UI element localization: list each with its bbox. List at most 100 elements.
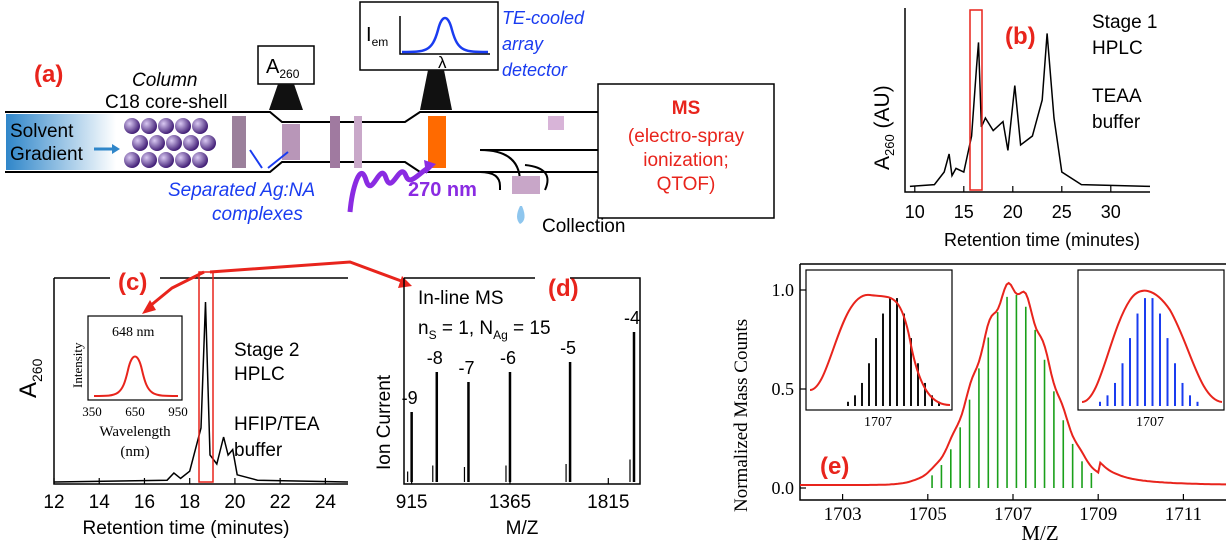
panel-e-left-inset-curve bbox=[809, 293, 951, 406]
arrow-to-inset-head bbox=[142, 300, 156, 314]
panel-c-xtick-label: 16 bbox=[134, 492, 155, 513]
panel-a-label: (a) bbox=[34, 61, 63, 88]
panel-e-envelope bbox=[800, 281, 1226, 486]
panel-b-label: (b) bbox=[1005, 23, 1036, 50]
panel-d-peaks: -9 -8 -7 -6 -5 -4 bbox=[402, 308, 640, 482]
emission-probe bbox=[420, 70, 452, 110]
panel-b: 10 15 20 25 30 (b) Stage 1 HPLC TEAA buffer … bbox=[871, 8, 1158, 250]
panel-d-charge-label: -5 bbox=[560, 338, 576, 358]
band-4 bbox=[354, 116, 362, 168]
panel-e-right-inset-tick: 1707 bbox=[1136, 415, 1164, 430]
column-bead bbox=[183, 135, 199, 151]
panel-e-xtick-label: 1711 bbox=[1165, 504, 1202, 525]
collection-label: Collection bbox=[542, 216, 625, 237]
panel-d-charge-label: -6 bbox=[500, 348, 516, 368]
panel-e-right-inset-curve bbox=[1081, 289, 1223, 403]
band-1 bbox=[232, 116, 246, 168]
column-bead bbox=[124, 152, 140, 168]
tube-bottom-wall bbox=[5, 161, 480, 173]
panel-c-xtick-label: 12 bbox=[43, 492, 64, 513]
panel-b-ylabel: A260 (AU) bbox=[871, 85, 897, 170]
panel-e-ylabel: Normalized Mass Counts bbox=[731, 319, 752, 512]
panel-d-xtick-label: 915 bbox=[396, 492, 428, 513]
ms-title: MS bbox=[672, 98, 701, 119]
panel-b-xtick-label: 20 bbox=[1003, 202, 1023, 222]
panel-d: 915 1365 1815 -9-8 -7 -6 -5-4 (d) In-line MS … bbox=[374, 275, 641, 539]
panel-e-xtick-label: 1709 bbox=[1079, 504, 1117, 525]
laser-beam bbox=[347, 165, 430, 213]
band-3 bbox=[330, 116, 340, 168]
panel-c-inset-peak: 648 nm bbox=[112, 325, 155, 340]
panel-c-xtick-label: 14 bbox=[89, 492, 111, 513]
panel-c-inset-curve bbox=[93, 355, 179, 397]
panel-c-inset-box bbox=[87, 315, 183, 401]
panel-e: 1703 1705 1707 1709 1711 0.0 0.5 1.0 (e) Normal… bbox=[731, 263, 1226, 545]
panel-d-xlabel: M/Z bbox=[506, 518, 539, 539]
panel-b-note-1: Stage 1 bbox=[1092, 12, 1158, 33]
collection-tube-edge bbox=[524, 164, 549, 191]
panel-d-frame bbox=[403, 277, 641, 485]
panel-c-inset-xlabel-1: Wavelength bbox=[99, 424, 171, 440]
panel-c-chromatogram bbox=[53, 301, 349, 483]
panel-c-ylabel: A260 bbox=[15, 358, 45, 398]
panel-d-xticks: 915 1365 1815 bbox=[396, 478, 629, 513]
lambda-label: λ bbox=[438, 53, 447, 72]
panel-c-note-1: Stage 2 bbox=[234, 340, 300, 361]
solvent-gradient-fill bbox=[6, 114, 116, 170]
panel-e-label: (e) bbox=[820, 453, 849, 480]
detector-label-2: array bbox=[502, 34, 544, 54]
solvent-arrowhead bbox=[112, 144, 120, 154]
panel-e-ytick-label: 0.0 bbox=[772, 478, 795, 498]
panel-c-xtick-label: 24 bbox=[315, 492, 337, 513]
panel-c-note-4: buffer bbox=[234, 440, 283, 461]
panel-c-note-2: HPLC bbox=[234, 364, 285, 385]
band-excited bbox=[428, 116, 446, 168]
panel-e-ytick-label: 0.5 bbox=[772, 379, 795, 399]
panel-c-xticks: 12 14 16 18 20 22 24 bbox=[43, 478, 336, 513]
panel-d-title: In-line MS bbox=[418, 288, 504, 309]
panel-c-xtick-label: 20 bbox=[224, 492, 245, 513]
arrow-to-ms-head bbox=[398, 276, 412, 288]
column-bead bbox=[175, 152, 191, 168]
ms-line-3: QTOF) bbox=[657, 174, 716, 195]
column-beads bbox=[124, 118, 216, 168]
panel-c-note-3: HFIP/TEA bbox=[234, 414, 320, 435]
panel-b-xtick-label: 25 bbox=[1052, 202, 1072, 222]
panel-c-label: (c) bbox=[118, 269, 147, 296]
panel-c: 12 14 16 18 20 22 24 (c) Stage 2 HPLC HFIP/TEA… bbox=[15, 260, 412, 539]
separated-arrow-1 bbox=[249, 149, 263, 169]
separated-label-1: Separated Ag:NA bbox=[168, 180, 315, 201]
band-2 bbox=[282, 124, 300, 160]
panel-d-charge-label: -9 bbox=[402, 388, 418, 408]
panel-a: (a) Column C18 core-shell A260 Collectio… bbox=[5, 1, 775, 237]
panel-e-sticks bbox=[931, 294, 1093, 488]
panel-e-right-inset-box bbox=[1077, 269, 1225, 411]
panel-b-note-3: TEAA bbox=[1092, 86, 1142, 107]
panel-d-xtick-label: 1815 bbox=[587, 492, 629, 513]
panel-b-note-4: buffer bbox=[1092, 112, 1141, 133]
panel-d-charge-label: -7 bbox=[458, 358, 474, 378]
panel-c-inset-xtick-1: 350 bbox=[82, 404, 102, 419]
panel-e-xtick-label: 1703 bbox=[824, 504, 862, 525]
iem-label: Iem bbox=[366, 24, 388, 49]
collection-tube-inner bbox=[479, 171, 501, 190]
column-bead bbox=[132, 135, 148, 151]
column-sublabel: C18 core-shell bbox=[105, 92, 228, 113]
panel-b-chromatogram bbox=[909, 33, 1151, 188]
detector-label-1: TE-cooled bbox=[502, 8, 585, 28]
panel-c-inset-xtick-2: 650 bbox=[125, 404, 145, 419]
panel-c-xtick-label: 22 bbox=[270, 492, 291, 513]
panel-d-ylabel: Ion Current bbox=[374, 374, 395, 470]
panel-c-inset-xtick-3: 950 bbox=[168, 404, 188, 419]
solvent-label: Solvent bbox=[10, 121, 74, 142]
gradient-label: Gradient bbox=[10, 144, 84, 165]
panel-e-xlabel: M/Z bbox=[1021, 521, 1058, 545]
panel-b-xtick-label: 30 bbox=[1101, 202, 1121, 222]
panel-e-ticks: 1703 1705 1707 1709 1711 0.0 0.5 1.0 bbox=[772, 280, 1203, 525]
panel-c-xtick-label: 18 bbox=[179, 492, 200, 513]
ms-line-2: ionization; bbox=[643, 150, 729, 171]
tube-top-wall bbox=[5, 111, 598, 123]
panel-e-xtick-label: 1705 bbox=[909, 504, 947, 525]
emission-detector-box bbox=[359, 1, 499, 71]
